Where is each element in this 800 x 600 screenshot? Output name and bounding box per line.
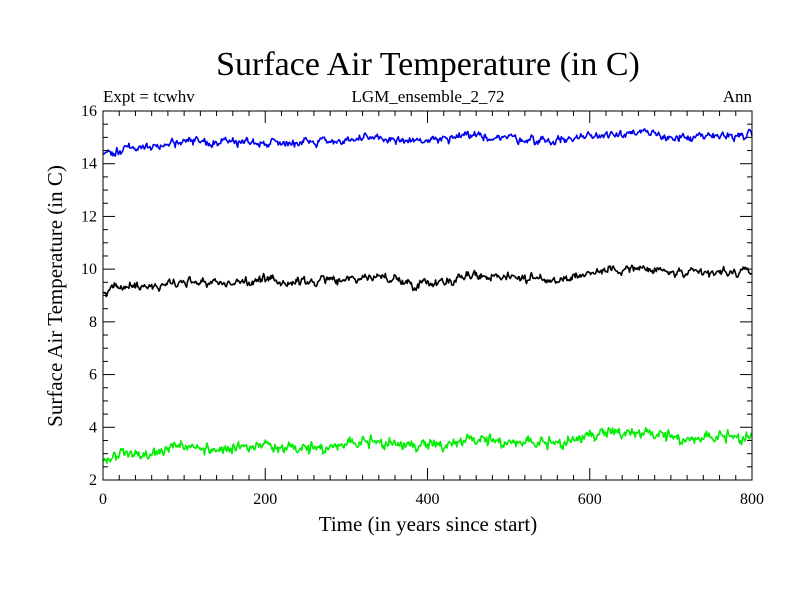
chart-subtitle-center: LGM_ensemble_2_72	[352, 87, 505, 106]
x-tick-label: 0	[99, 491, 107, 508]
y-axis-label: Surface Air Temperature (in C)	[43, 165, 67, 427]
y-tick-label: 4	[89, 419, 97, 436]
y-tick-label: 16	[81, 103, 97, 120]
x-axis-label: Time (in years since start)	[319, 512, 538, 536]
y-tick-label: 8	[89, 314, 97, 331]
y-tick-label: 14	[81, 156, 97, 173]
chart-subtitle-right: Ann	[723, 87, 753, 106]
ticks-layer: 0 200 400 600 800 2 4 6 8 10 12 14 16	[81, 103, 764, 508]
x-tick-label: 200	[253, 491, 277, 508]
y-tick-label: 10	[81, 261, 97, 278]
chart-title: Surface Air Temperature (in C)	[216, 46, 640, 83]
y-tick-label: 2	[89, 472, 97, 489]
x-tick-label: 800	[740, 491, 764, 508]
series-layer	[102, 128, 753, 464]
y-tick-label: 12	[81, 208, 97, 225]
x-tick-label: 400	[416, 491, 440, 508]
x-tick-label: 600	[578, 491, 602, 508]
series-line-upper	[102, 128, 753, 158]
plot-frame	[102, 110, 753, 481]
chart-subtitle-left: Expt = tcwhv	[103, 87, 195, 106]
series-line-middle	[102, 264, 753, 298]
series-line-lower	[102, 426, 753, 464]
y-tick-label: 6	[89, 367, 97, 384]
